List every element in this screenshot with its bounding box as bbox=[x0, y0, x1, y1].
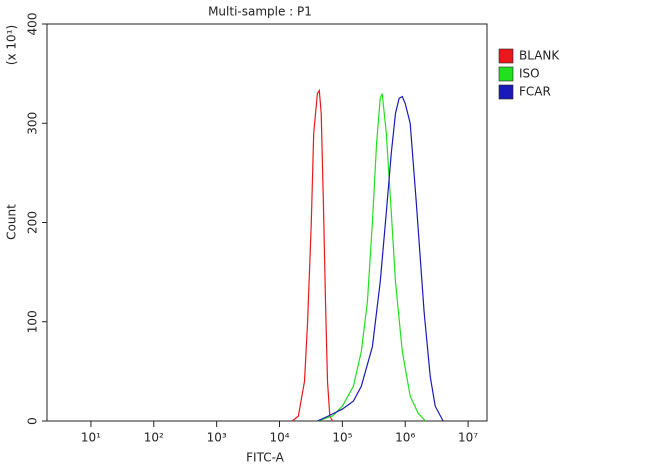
y-tick-label: 100 bbox=[26, 310, 40, 333]
x-tick-label: 10⁶ bbox=[395, 431, 415, 445]
x-tick-label: 10⁴ bbox=[269, 431, 289, 445]
legend-swatch bbox=[498, 66, 514, 82]
x-tick-label: 10¹ bbox=[81, 431, 101, 445]
legend-swatch bbox=[498, 48, 514, 64]
legend-swatch bbox=[498, 84, 514, 100]
x-tick-label: 10² bbox=[144, 431, 164, 445]
histogram-line bbox=[291, 88, 334, 422]
y-axis-unit: (x 10¹) bbox=[5, 25, 19, 65]
histogram-line bbox=[317, 93, 426, 422]
x-tick-label: 10⁷ bbox=[458, 431, 478, 445]
x-axis-label: FITC-A bbox=[246, 451, 285, 465]
y-axis-label: Count bbox=[5, 204, 19, 240]
chart-title: Multi-sample : P1 bbox=[208, 5, 312, 19]
y-tick-label: 300 bbox=[26, 112, 40, 135]
x-tick-label: 10³ bbox=[207, 431, 227, 445]
y-tick-label: 400 bbox=[26, 13, 40, 36]
legend-label: FCAR bbox=[519, 85, 551, 99]
x-tick-label: 10⁵ bbox=[332, 431, 352, 445]
legend-label: ISO bbox=[519, 67, 540, 81]
histogram-line bbox=[317, 95, 444, 422]
legend-label: BLANK bbox=[519, 49, 560, 63]
plot-frame bbox=[46, 23, 488, 422]
y-tick-label: 200 bbox=[26, 211, 40, 234]
y-tick-label: 0 bbox=[26, 417, 40, 425]
